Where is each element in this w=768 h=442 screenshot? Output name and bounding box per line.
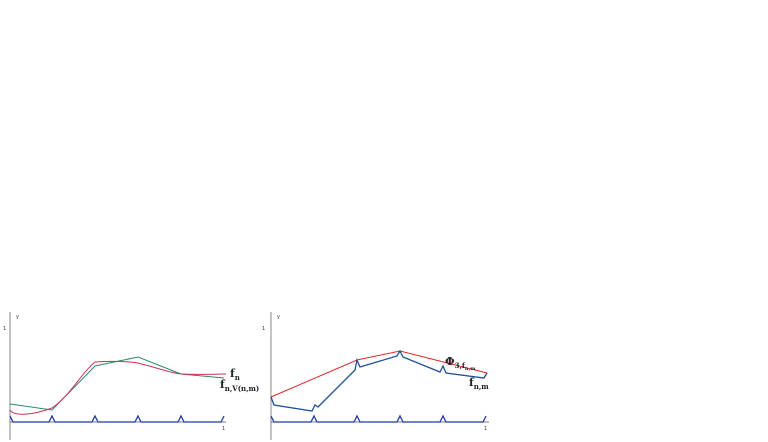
- hat-basis: [9, 414, 225, 423]
- approximation: [270, 349, 488, 412]
- y-tick: 1: [3, 326, 6, 332]
- hat-basis: [270, 414, 487, 423]
- label-part: f: [469, 376, 475, 389]
- label-part: n,m: [474, 382, 490, 391]
- label-part: Φ: [445, 355, 455, 368]
- left-panel: y 1 1 fn fn,V(n,m): [3, 312, 259, 440]
- label-part: f: [220, 378, 226, 391]
- label-part: 3,f: [455, 361, 466, 370]
- curve-label: Φ3,fn,m: [445, 355, 476, 372]
- y-tick: 1: [262, 326, 265, 332]
- right-panel: y 1 1 Φ3,fn,m fn,m: [262, 312, 489, 440]
- label-part: n,V(n,m): [225, 384, 260, 393]
- y-label: y: [277, 314, 280, 320]
- label-part: f: [230, 367, 236, 380]
- function-curve: [9, 360, 227, 415]
- curve-label: fn: [230, 367, 240, 382]
- y-label: y: [16, 314, 19, 320]
- interpolant: [9, 356, 225, 411]
- x-tick: 1: [222, 426, 225, 432]
- curve-label: fn,m: [469, 376, 489, 391]
- upper-bound: [270, 350, 488, 398]
- label-part: n: [235, 373, 240, 382]
- label-part: n,m: [465, 366, 476, 372]
- curve-label: fn,V(n,m): [220, 378, 259, 393]
- x-tick: 1: [484, 426, 487, 432]
